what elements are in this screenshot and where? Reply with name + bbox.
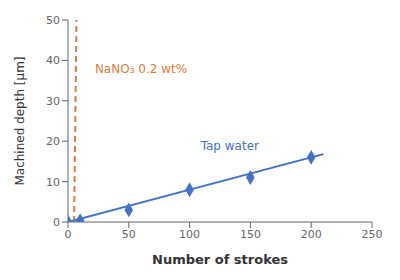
svg-text:0: 0 [53, 216, 60, 229]
svg-text:Tap water: Tap water [200, 139, 259, 153]
svg-text:Machined depth [μm]: Machined depth [μm] [13, 56, 27, 185]
svg-text:0: 0 [65, 228, 72, 241]
svg-text:10: 10 [46, 176, 60, 189]
svg-text:NaNO₃ 0.2 wt%: NaNO₃ 0.2 wt% [95, 62, 187, 76]
svg-text:40: 40 [46, 54, 60, 67]
svg-text:50: 50 [122, 228, 136, 241]
svg-text:20: 20 [46, 135, 60, 148]
svg-text:200: 200 [301, 228, 322, 241]
svg-text:100: 100 [179, 228, 200, 241]
svg-text:30: 30 [46, 95, 60, 108]
svg-text:250: 250 [362, 228, 383, 241]
svg-text:50: 50 [46, 14, 60, 27]
svg-text:150: 150 [240, 228, 261, 241]
svg-text:Number of strokes: Number of strokes [152, 252, 288, 267]
